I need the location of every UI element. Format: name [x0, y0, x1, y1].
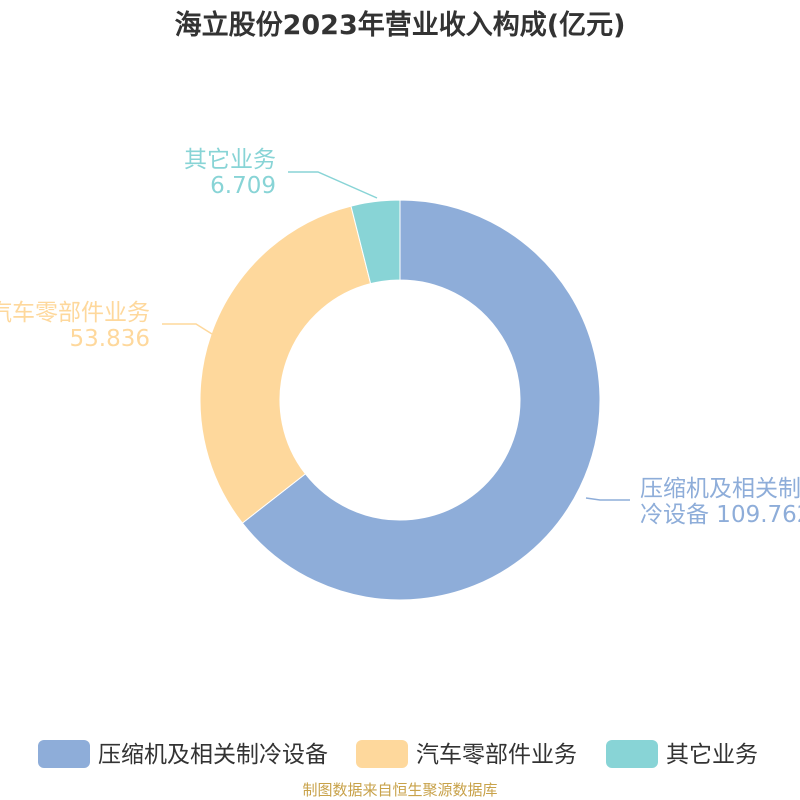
slice-other[interactable] [350, 199, 401, 285]
legend-label-other: 其它业务 [666, 742, 758, 768]
donut-chart [199, 199, 601, 601]
legend: 压缩机及相关制冷设备 汽车零部件业务 其它业务 [38, 740, 758, 768]
slice-compressor[interactable] [241, 199, 601, 601]
slice-label-auto-parts: 汽车零部件业务 53.836 [0, 300, 150, 352]
legend-item-other[interactable]: 其它业务 [606, 740, 758, 768]
slice-label-compressor: 压缩机及相关制冷设备 109.762 [640, 476, 800, 528]
legend-swatch-other [606, 740, 658, 768]
slice-label-line: 其它业务 [184, 147, 276, 173]
legend-label-auto-parts: 汽车零部件业务 [416, 742, 577, 768]
slice-label-line: 压缩机及相关制 [640, 476, 800, 502]
chart-title: 海立股份2023年营业收入构成(亿元) [175, 9, 626, 41]
slice-callouts: 压缩机及相关制冷设备 109.762 汽车零部件业务 53.836 其它业务 6.709 [0, 147, 800, 528]
slice-label-line: 6.709 [210, 173, 276, 199]
slice-auto-parts[interactable] [199, 205, 372, 524]
legend-swatch-auto-parts [356, 740, 408, 768]
callout-line-auto-parts [162, 323, 213, 335]
legend-label-compressor: 压缩机及相关制冷设备 [98, 742, 328, 768]
legend-swatch-compressor [38, 740, 90, 768]
legend-item-auto-parts[interactable]: 汽车零部件业务 [356, 740, 577, 768]
slice-label-other: 其它业务 6.709 [184, 147, 276, 199]
slice-label-line: 汽车零部件业务 [0, 300, 150, 326]
slice-label-line: 53.836 [70, 326, 150, 352]
slice-label-line: 冷设备 109.762 [640, 502, 800, 528]
callout-line-other [288, 171, 378, 199]
source-note: 制图数据来自恒生聚源数据库 [302, 781, 497, 799]
legend-item-compressor[interactable]: 压缩机及相关制冷设备 [38, 740, 328, 768]
callout-line-compressor [585, 497, 630, 501]
